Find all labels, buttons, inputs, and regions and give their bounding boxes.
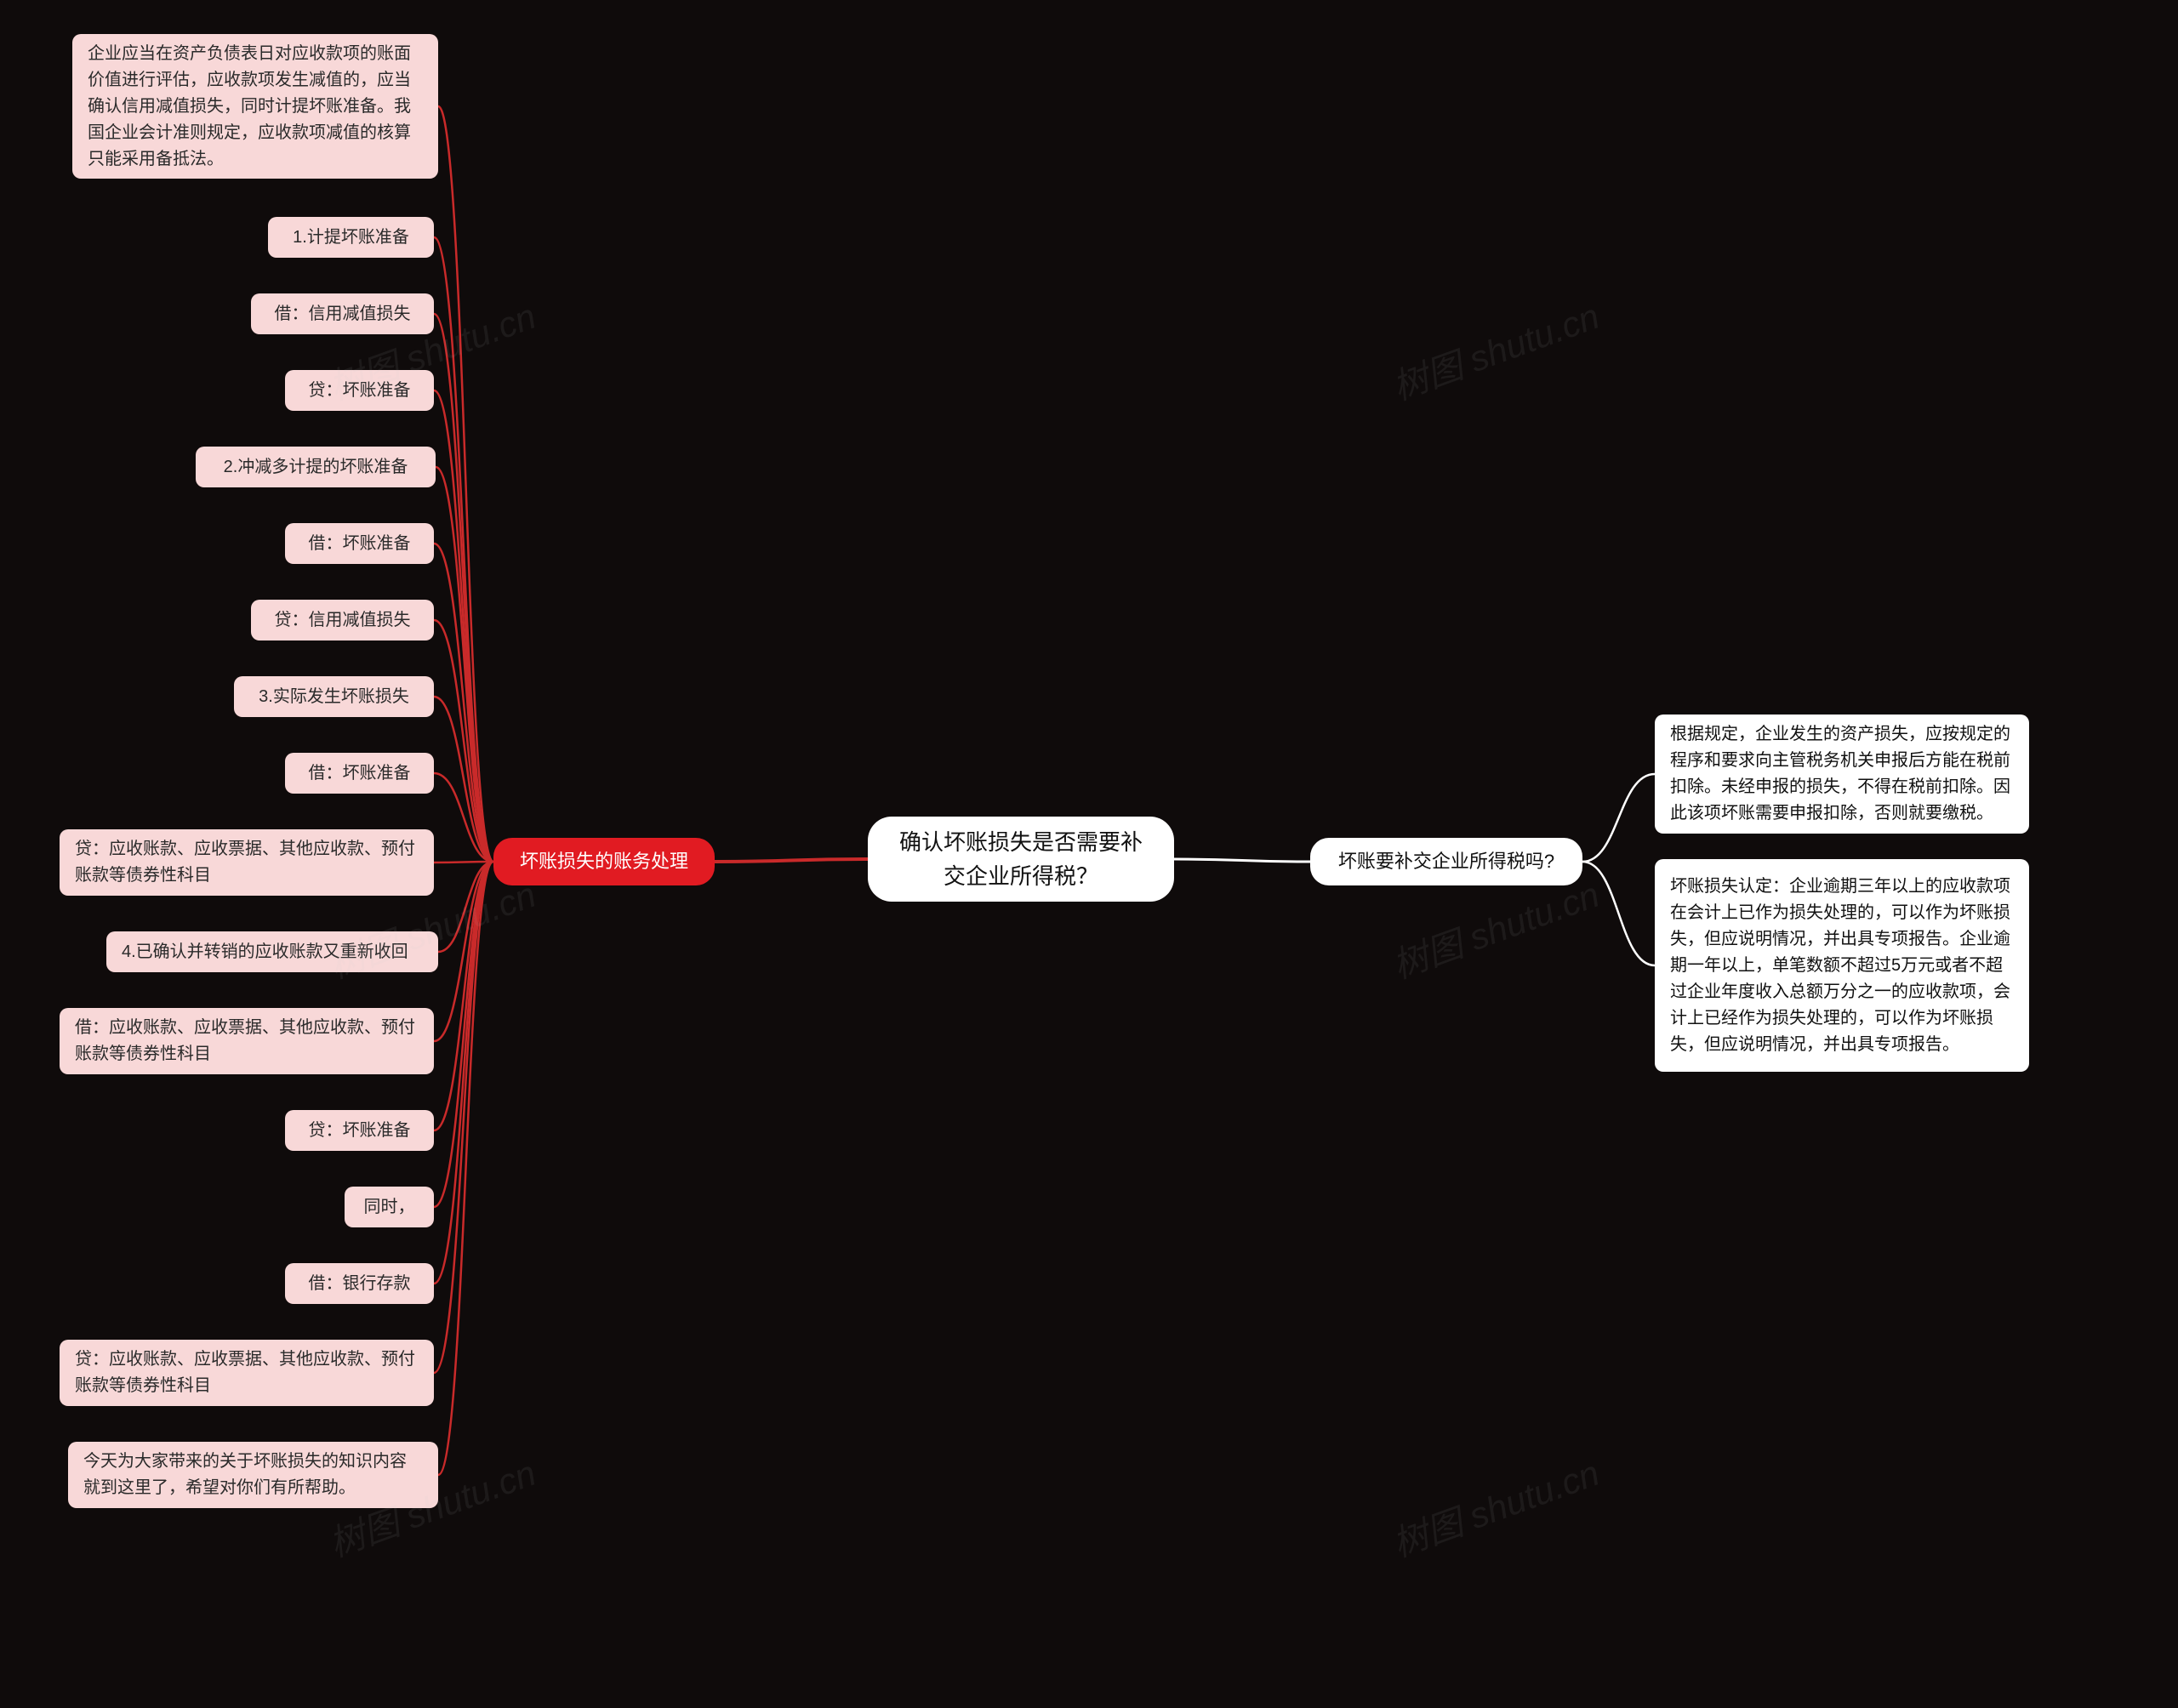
left-leaf: 4.已确认并转销的应收账款又重新收回 xyxy=(106,931,438,972)
right-leaf: 根据规定，企业发生的资产损失，应按规定的程序和要求向主管税务机关申报后方能在税前… xyxy=(1655,715,2029,834)
watermark: 树图 shutu.cn xyxy=(1384,288,1605,410)
left-leaf: 1.计提坏账准备 xyxy=(268,217,434,258)
left-leaf: 贷：坏账准备 xyxy=(285,370,434,411)
left-leaf: 2.冲减多计提的坏账准备 xyxy=(196,447,436,487)
left-leaf: 贷：应收账款、应收票据、其他应收款、预付账款等债券性科目 xyxy=(60,829,434,896)
watermark: 树图 shutu.cn xyxy=(1384,1444,1605,1567)
left-leaf: 借：应收账款、应收票据、其他应收款、预付账款等债券性科目 xyxy=(60,1008,434,1074)
center-line1: 确认坏账损失是否需要补 xyxy=(899,829,1143,855)
left-leaf: 借：信用减值损失 xyxy=(251,293,434,334)
left-leaf: 贷：坏账准备 xyxy=(285,1110,434,1151)
left-leaf: 3.实际发生坏账损失 xyxy=(234,676,434,717)
left-leaf: 借：坏账准备 xyxy=(285,523,434,564)
left-leaf: 同时， xyxy=(345,1187,434,1227)
left-leaf: 贷：信用减值损失 xyxy=(251,600,434,640)
left-branch-label: 坏账损失的账务处理 xyxy=(520,847,688,876)
right-branch-node: 坏账要补交企业所得税吗? xyxy=(1310,838,1582,885)
right-branch-label: 坏账要补交企业所得税吗? xyxy=(1338,847,1554,876)
center-line2: 交企业所得税？ xyxy=(944,863,1098,889)
right-leaf: 坏账损失认定：企业逾期三年以上的应收款项在会计上已作为损失处理的，可以作为坏账损… xyxy=(1655,859,2029,1072)
left-leaf: 贷：应收账款、应收票据、其他应收款、预付账款等债券性科目 xyxy=(60,1340,434,1406)
left-leaf: 借：坏账准备 xyxy=(285,753,434,794)
left-leaf: 企业应当在资产负债表日对应收款项的账面价值进行评估，应收款项发生减值的，应当确认… xyxy=(72,34,438,179)
left-branch-node: 坏账损失的账务处理 xyxy=(493,838,715,885)
center-node: 确认坏账损失是否需要补 交企业所得税？ xyxy=(868,817,1174,902)
left-leaf: 今天为大家带来的关于坏账损失的知识内容就到这里了，希望对你们有所帮助。 xyxy=(68,1442,438,1508)
left-leaf: 借：银行存款 xyxy=(285,1263,434,1304)
